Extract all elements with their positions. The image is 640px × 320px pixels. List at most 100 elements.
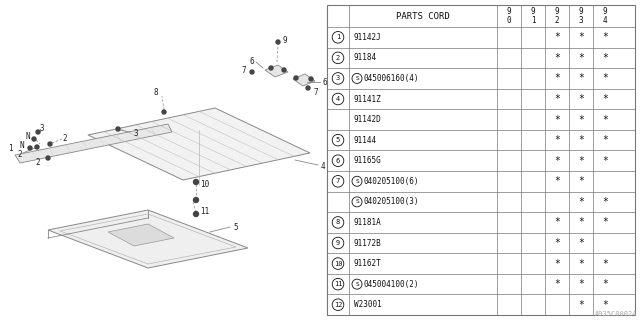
Text: *: * [602, 73, 608, 84]
Polygon shape [265, 65, 288, 77]
Circle shape [250, 70, 254, 74]
Circle shape [35, 145, 39, 149]
Text: *: * [602, 94, 608, 104]
Circle shape [46, 156, 50, 160]
Polygon shape [15, 124, 172, 163]
Text: *: * [578, 53, 584, 63]
Text: 4: 4 [321, 162, 325, 171]
Text: *: * [578, 259, 584, 268]
Text: 11: 11 [200, 207, 210, 217]
Text: 045006160(4): 045006160(4) [363, 74, 419, 83]
Text: S: S [355, 179, 359, 184]
Text: 91172B: 91172B [354, 238, 381, 247]
Text: *: * [554, 279, 560, 289]
Circle shape [28, 146, 32, 150]
Text: 1: 1 [8, 143, 12, 153]
Text: 5: 5 [336, 137, 340, 143]
Text: 2: 2 [63, 133, 67, 142]
Text: *: * [554, 217, 560, 228]
Circle shape [162, 110, 166, 114]
Text: *: * [602, 53, 608, 63]
Circle shape [32, 137, 36, 141]
Text: 9
0: 9 0 [507, 7, 511, 25]
Text: 91184: 91184 [354, 53, 377, 62]
Text: 11: 11 [333, 281, 342, 287]
Text: 2: 2 [36, 157, 40, 166]
Circle shape [193, 197, 198, 203]
Text: *: * [602, 197, 608, 207]
Text: *: * [578, 197, 584, 207]
Text: *: * [554, 53, 560, 63]
Text: *: * [602, 217, 608, 228]
Text: *: * [602, 156, 608, 166]
Text: *: * [578, 156, 584, 166]
Text: 040205100(3): 040205100(3) [363, 197, 419, 206]
Text: 2: 2 [336, 55, 340, 61]
Text: 4: 4 [336, 96, 340, 102]
Text: *: * [602, 279, 608, 289]
Text: 91142J: 91142J [354, 33, 381, 42]
Text: 91142D: 91142D [354, 115, 381, 124]
Text: 91144: 91144 [354, 136, 377, 145]
Polygon shape [293, 74, 315, 86]
Text: *: * [578, 279, 584, 289]
Text: 2: 2 [18, 149, 22, 158]
Text: *: * [554, 156, 560, 166]
Text: *: * [578, 115, 584, 124]
Text: 12: 12 [333, 302, 342, 308]
Text: *: * [554, 176, 560, 186]
Text: 91165G: 91165G [354, 156, 381, 165]
Text: 7: 7 [242, 66, 246, 75]
Text: 9
2: 9 2 [555, 7, 559, 25]
Bar [327, 5, 635, 315]
Text: W23001: W23001 [354, 300, 381, 309]
Text: S: S [355, 282, 359, 287]
Text: 3: 3 [336, 76, 340, 81]
Text: 91141Z: 91141Z [354, 94, 381, 103]
Text: A935C00024: A935C00024 [595, 311, 637, 317]
Text: *: * [578, 135, 584, 145]
Text: N: N [26, 132, 30, 140]
Text: *: * [578, 238, 584, 248]
Text: 9: 9 [336, 240, 340, 246]
Text: *: * [578, 176, 584, 186]
Text: *: * [554, 238, 560, 248]
Text: *: * [554, 32, 560, 42]
Text: *: * [578, 217, 584, 228]
Text: 9
4: 9 4 [603, 7, 607, 25]
Text: *: * [602, 259, 608, 268]
Text: S: S [355, 76, 359, 81]
Text: 91162T: 91162T [354, 259, 381, 268]
Text: 1: 1 [336, 34, 340, 40]
Text: 8: 8 [336, 220, 340, 225]
Text: 045004100(2): 045004100(2) [363, 280, 419, 289]
Text: *: * [554, 115, 560, 124]
Text: 9: 9 [283, 36, 287, 44]
Circle shape [116, 127, 120, 131]
Text: *: * [578, 73, 584, 84]
Text: *: * [602, 300, 608, 310]
Text: 040205100(6): 040205100(6) [363, 177, 419, 186]
Text: PARTS CORD: PARTS CORD [396, 12, 450, 20]
Text: *: * [602, 32, 608, 42]
Text: *: * [578, 94, 584, 104]
Polygon shape [108, 224, 174, 246]
Text: *: * [578, 300, 584, 310]
Text: *: * [602, 135, 608, 145]
Circle shape [36, 130, 40, 134]
Text: N: N [20, 140, 24, 149]
Text: 3: 3 [40, 124, 44, 132]
Circle shape [306, 86, 310, 90]
Polygon shape [48, 210, 248, 268]
Text: *: * [554, 259, 560, 268]
Text: 7: 7 [336, 178, 340, 184]
Text: 8: 8 [154, 87, 158, 97]
Text: 9
3: 9 3 [579, 7, 583, 25]
Text: 10: 10 [200, 180, 210, 188]
Circle shape [276, 40, 280, 44]
Polygon shape [88, 108, 310, 180]
Text: 9
1: 9 1 [531, 7, 535, 25]
Circle shape [48, 142, 52, 146]
Text: 5: 5 [234, 222, 238, 231]
Circle shape [309, 77, 313, 81]
